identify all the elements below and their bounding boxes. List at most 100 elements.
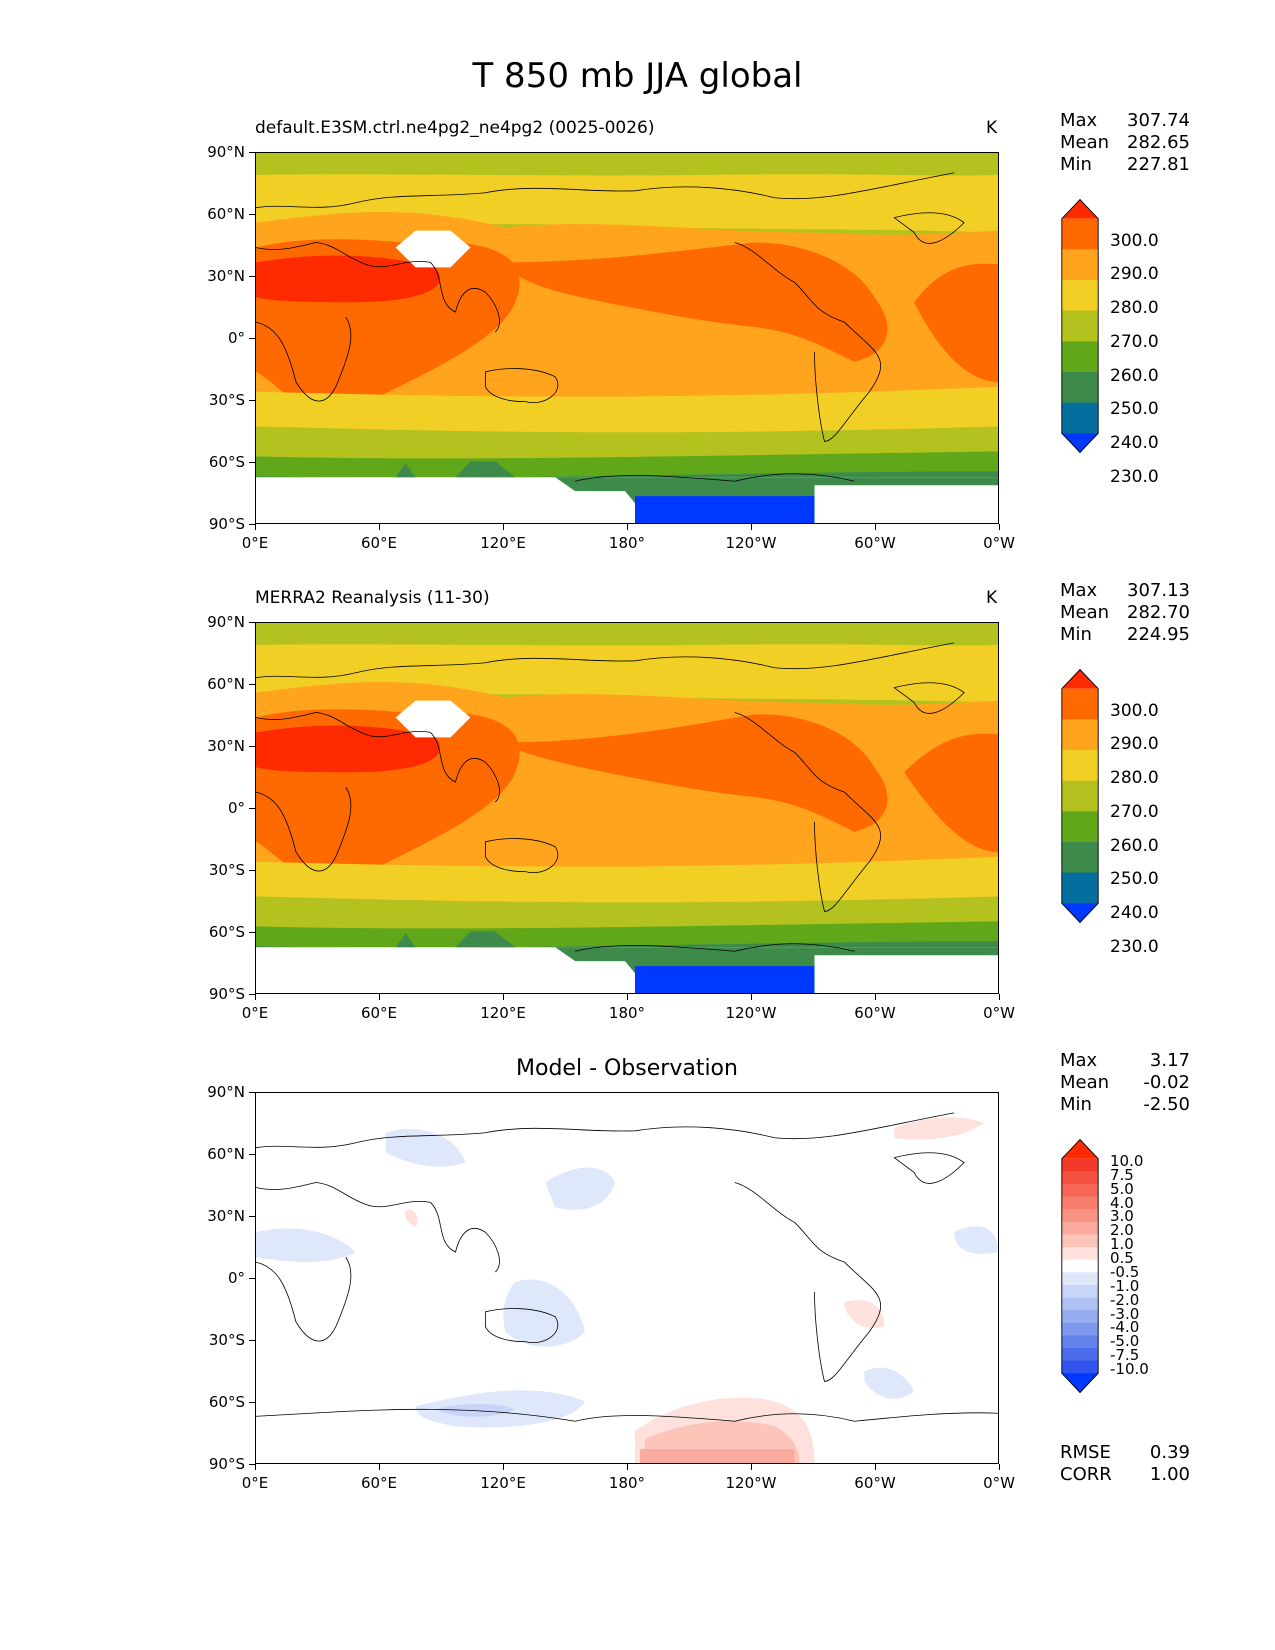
y-tick	[249, 462, 255, 463]
y-tick	[249, 808, 255, 809]
y-tick	[249, 684, 255, 685]
difference-field	[256, 1093, 998, 1463]
colorbar-extend-min	[1061, 1373, 1099, 1394]
units-label: K	[986, 588, 998, 608]
x-tick-label: 0°W	[983, 534, 1015, 552]
error-stats-box: RMSE 0.39 CORR 1.00	[1060, 1442, 1190, 1486]
x-tick	[255, 1464, 256, 1470]
temperature-field	[256, 153, 998, 523]
colorbar-segment	[1061, 811, 1099, 843]
colorbar-outline	[1061, 198, 1099, 454]
colorbar-segment	[1061, 371, 1099, 404]
colorbar-segment	[1061, 1209, 1099, 1223]
x-tick	[379, 994, 380, 1000]
colorbar-segment	[1061, 1196, 1099, 1210]
x-tick-label: 60°E	[360, 1004, 398, 1022]
y-tick-label: 30°N	[207, 737, 245, 755]
stats-box: Max 307.74 Mean 282.65 Min 227.81	[1060, 110, 1190, 176]
y-tick	[249, 338, 255, 339]
y-tick-label: 30°S	[208, 861, 245, 879]
panel-title: Model - Observation	[516, 1056, 738, 1081]
colorbar-segment	[1061, 218, 1099, 250]
colorbar-label: 250.0	[1110, 399, 1159, 420]
colorbar-segment	[1061, 750, 1099, 782]
colorbar-outline	[1061, 1138, 1099, 1394]
y-tick	[249, 1154, 255, 1155]
y-tick	[249, 994, 255, 995]
stat-mean: 282.65	[1127, 132, 1190, 153]
stats-box: Max 307.13 Mean 282.70 Min 224.95	[1060, 580, 1190, 646]
x-tick-label: 0°W	[983, 1004, 1015, 1022]
colorbar-segment	[1061, 1272, 1099, 1286]
panel-title: default.E3SM.ctrl.ne4pg2_ne4pg2 (0025-00…	[255, 118, 655, 138]
y-tick-label: 60°N	[207, 1145, 245, 1163]
colorbar-segment	[1061, 1284, 1099, 1299]
colorbar-extend-max	[1061, 668, 1099, 689]
x-tick-label: 120°E	[480, 1004, 526, 1022]
x-tick	[503, 524, 504, 530]
y-tick	[249, 746, 255, 747]
x-tick-label: 120°W	[725, 534, 777, 552]
y-tick	[249, 932, 255, 933]
y-tick-label: 90°S	[208, 985, 245, 1003]
colorbar-label: -3.0	[1110, 1304, 1140, 1323]
stat-rmse-label: RMSE	[1060, 1442, 1111, 1463]
x-tick	[503, 994, 504, 1000]
colorbar-label: 1.0	[1110, 1235, 1134, 1254]
stat-min-label: Min	[1060, 1094, 1092, 1115]
colorbar-label: 240.0	[1110, 903, 1159, 923]
colorbar-label: 4.0	[1110, 1193, 1134, 1212]
figure-title: T 850 mb JJA global	[472, 56, 803, 96]
colorbar-extend-max	[1061, 198, 1099, 219]
colorbar-segment	[1061, 872, 1099, 904]
x-tick	[875, 524, 876, 530]
map-plot	[255, 152, 999, 524]
colorbar-segment	[1061, 1171, 1099, 1185]
colorbar-segment	[1061, 780, 1099, 812]
x-tick-label: 120°W	[725, 1004, 777, 1022]
colorbar-label: 280.0	[1110, 298, 1159, 319]
y-tick-label: 0°	[227, 329, 245, 347]
x-tick	[875, 994, 876, 1000]
y-tick	[249, 1402, 255, 1403]
y-tick	[249, 276, 255, 277]
stat-min: 227.81	[1127, 154, 1190, 175]
y-tick-label: 60°S	[208, 923, 245, 941]
colorbar-segment	[1061, 1247, 1099, 1261]
colorbar-label: -7.5	[1110, 1346, 1140, 1365]
colorbar-label: 10.0	[1110, 1151, 1144, 1170]
stat-min-label: Min	[1060, 154, 1092, 175]
x-tick-label: 120°E	[480, 534, 526, 552]
colorbar-label: 260.0	[1110, 835, 1159, 856]
y-tick-label: 30°N	[207, 1207, 245, 1225]
colorbar-label: -1.0	[1110, 1276, 1140, 1295]
colorbar-segment	[1061, 1234, 1099, 1248]
colorbar-label: 270.0	[1110, 801, 1159, 822]
colorbar-segment	[1061, 1183, 1099, 1198]
y-tick-label: 60°S	[208, 453, 245, 471]
colorbar-segment	[1061, 1360, 1099, 1374]
stat-max-label: Max	[1060, 580, 1098, 601]
colorbar-label: 230.0	[1110, 466, 1159, 487]
colorbar-segment	[1061, 1310, 1099, 1324]
x-tick-label: 180°	[608, 1474, 646, 1492]
stat-mean-label: Mean	[1060, 132, 1110, 153]
y-tick-label: 90°S	[208, 1455, 245, 1473]
y-tick-label: 90°N	[207, 613, 245, 631]
y-tick	[249, 1278, 255, 1279]
colorbar-extend-min	[1061, 433, 1099, 454]
x-tick	[379, 1464, 380, 1470]
stat-mean-label: Mean	[1060, 1072, 1110, 1093]
stat-max: 3.17	[1149, 1050, 1190, 1071]
colorbar-segment	[1061, 1297, 1099, 1311]
colorbar	[1061, 198, 1099, 454]
colorbar-label: 300.0	[1110, 230, 1159, 251]
x-tick-label: 0°E	[241, 1474, 269, 1492]
stats-box: Max 3.17 Mean -0.02 Min -2.50	[1060, 1050, 1190, 1116]
x-tick	[627, 1464, 628, 1470]
colorbar-label: 250.0	[1110, 869, 1159, 890]
stat-min-label: Min	[1060, 624, 1092, 645]
y-tick	[249, 1340, 255, 1341]
colorbar-segment	[1061, 280, 1099, 312]
colorbar-segment	[1061, 249, 1099, 281]
